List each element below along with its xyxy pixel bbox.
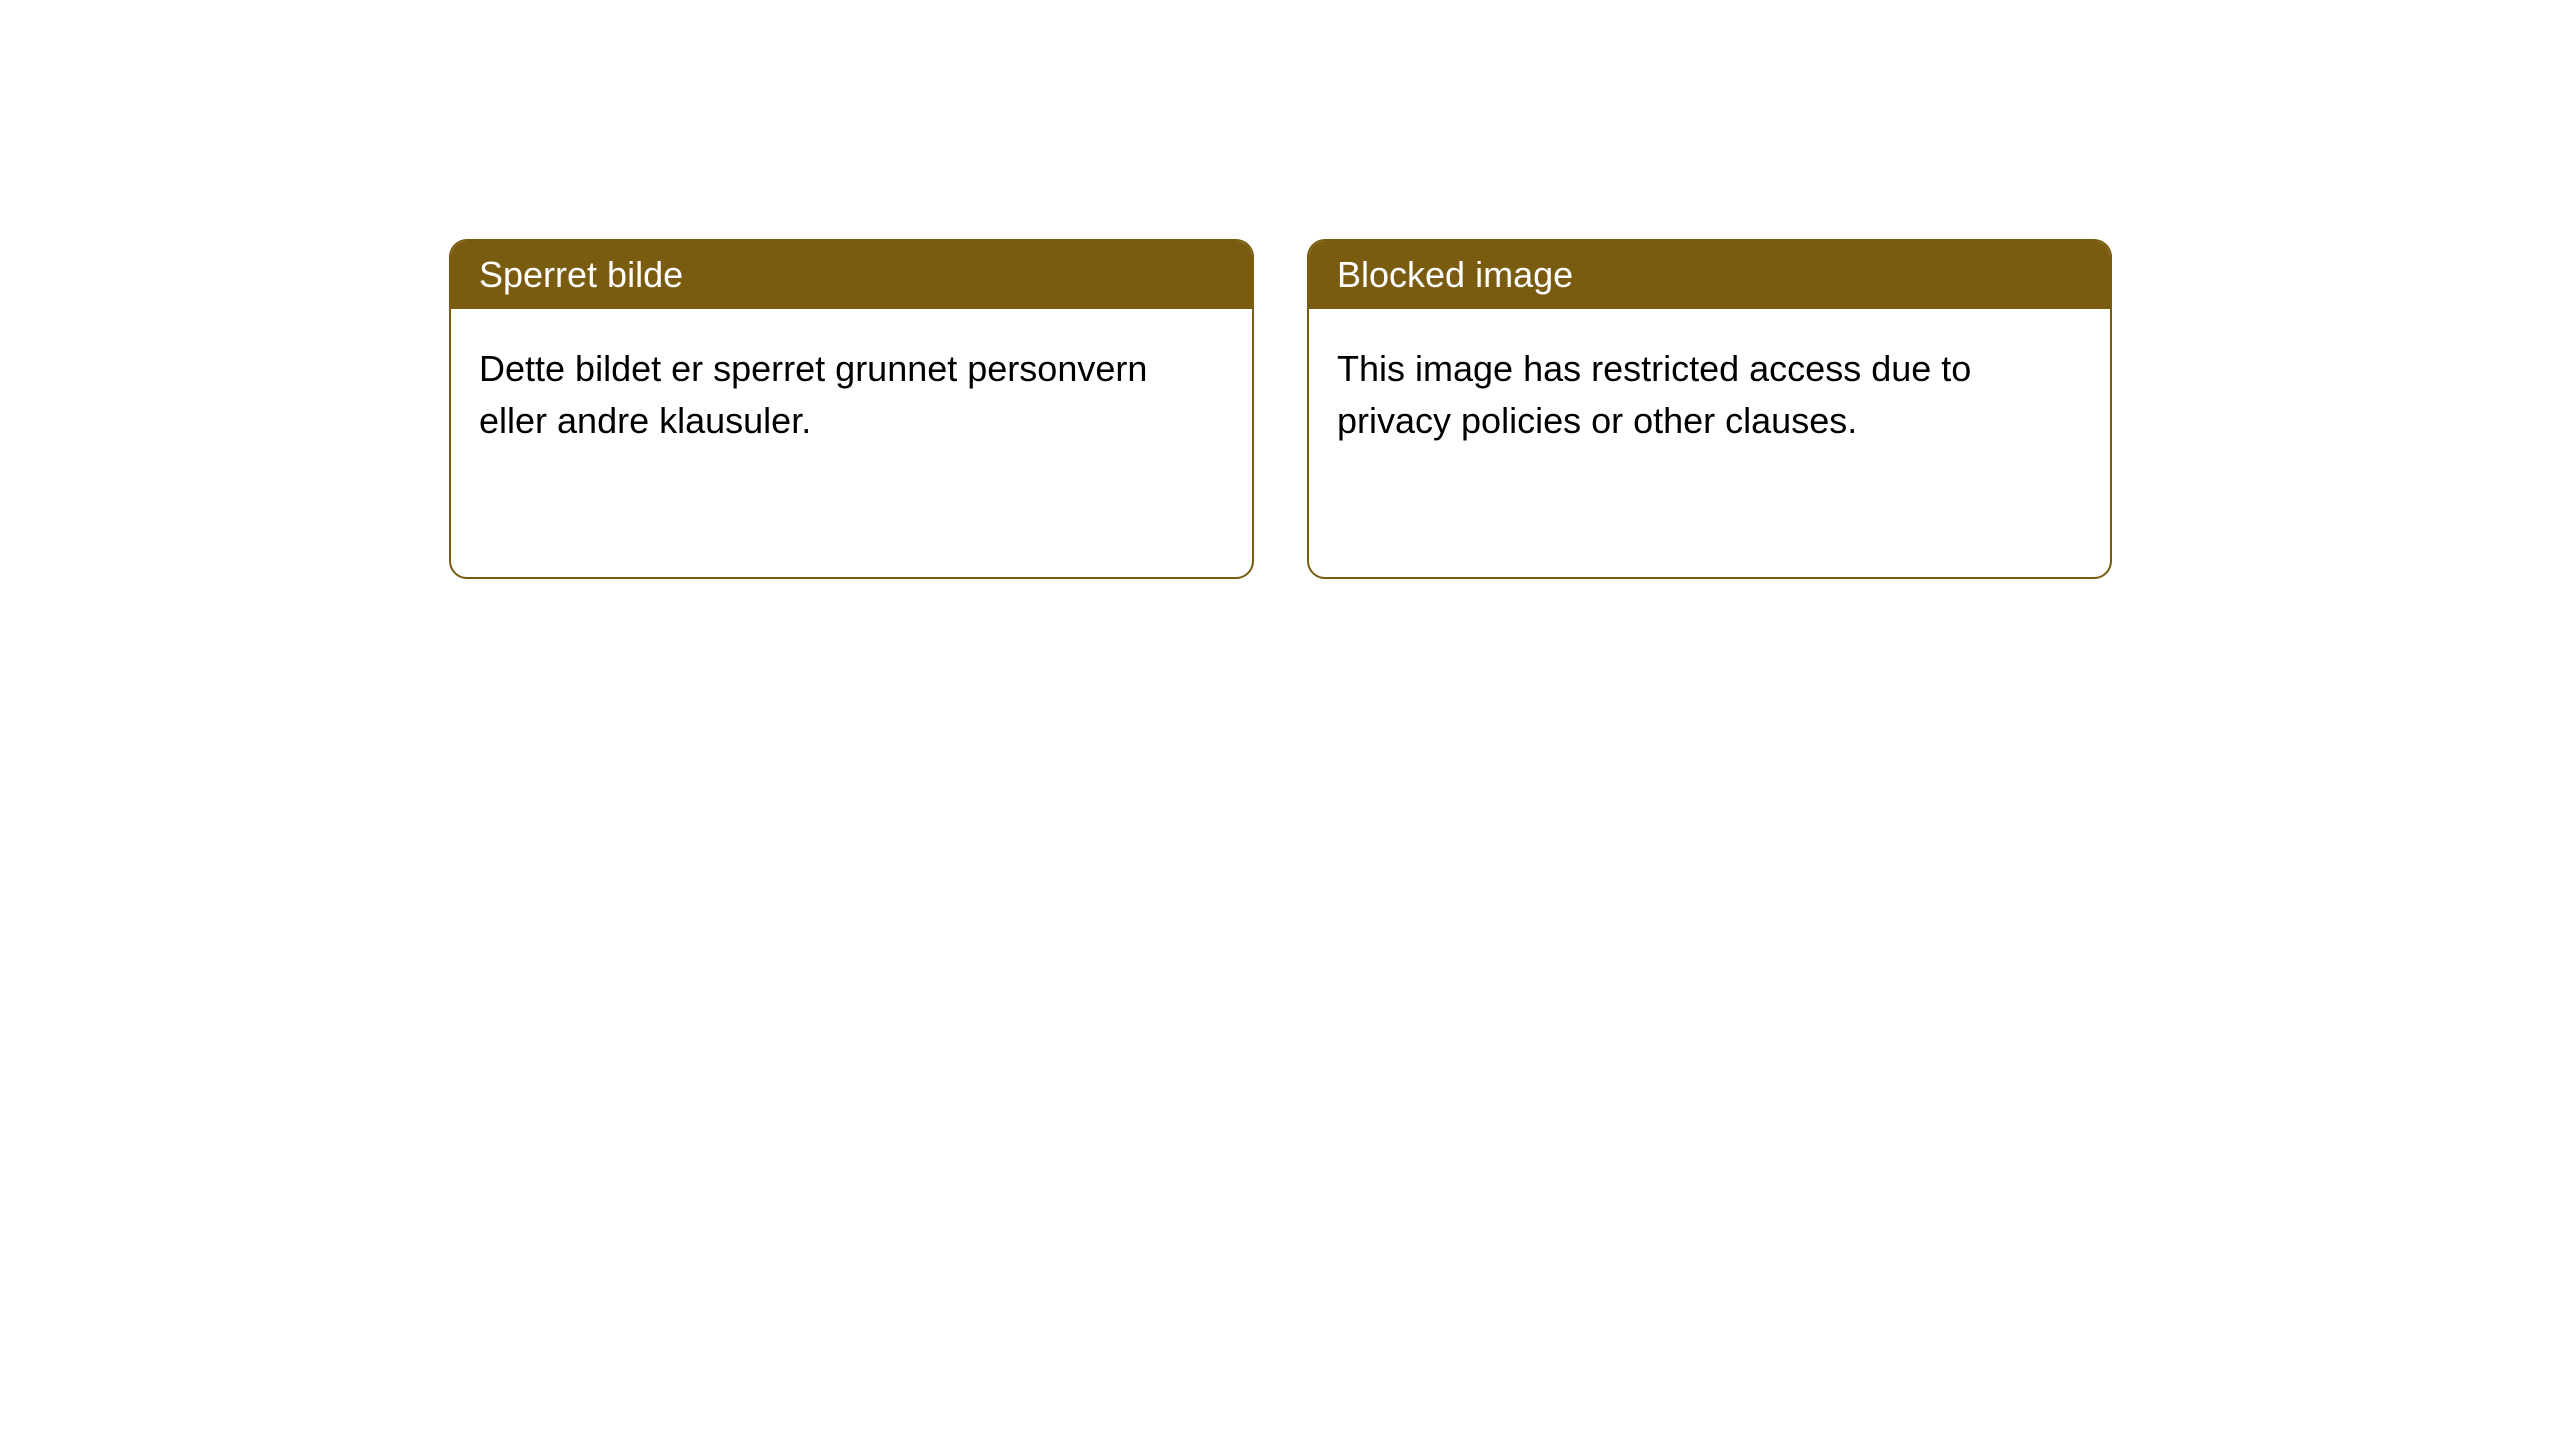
card-header-english: Blocked image xyxy=(1309,241,2110,309)
notice-card-norwegian: Sperret bilde Dette bildet er sperret gr… xyxy=(449,239,1254,579)
notice-card-english: Blocked image This image has restricted … xyxy=(1307,239,2112,579)
notice-container: Sperret bilde Dette bildet er sperret gr… xyxy=(449,239,2112,579)
card-header-norwegian: Sperret bilde xyxy=(451,241,1252,309)
card-body-norwegian: Dette bildet er sperret grunnet personve… xyxy=(451,309,1252,481)
card-body-english: This image has restricted access due to … xyxy=(1309,309,2110,481)
